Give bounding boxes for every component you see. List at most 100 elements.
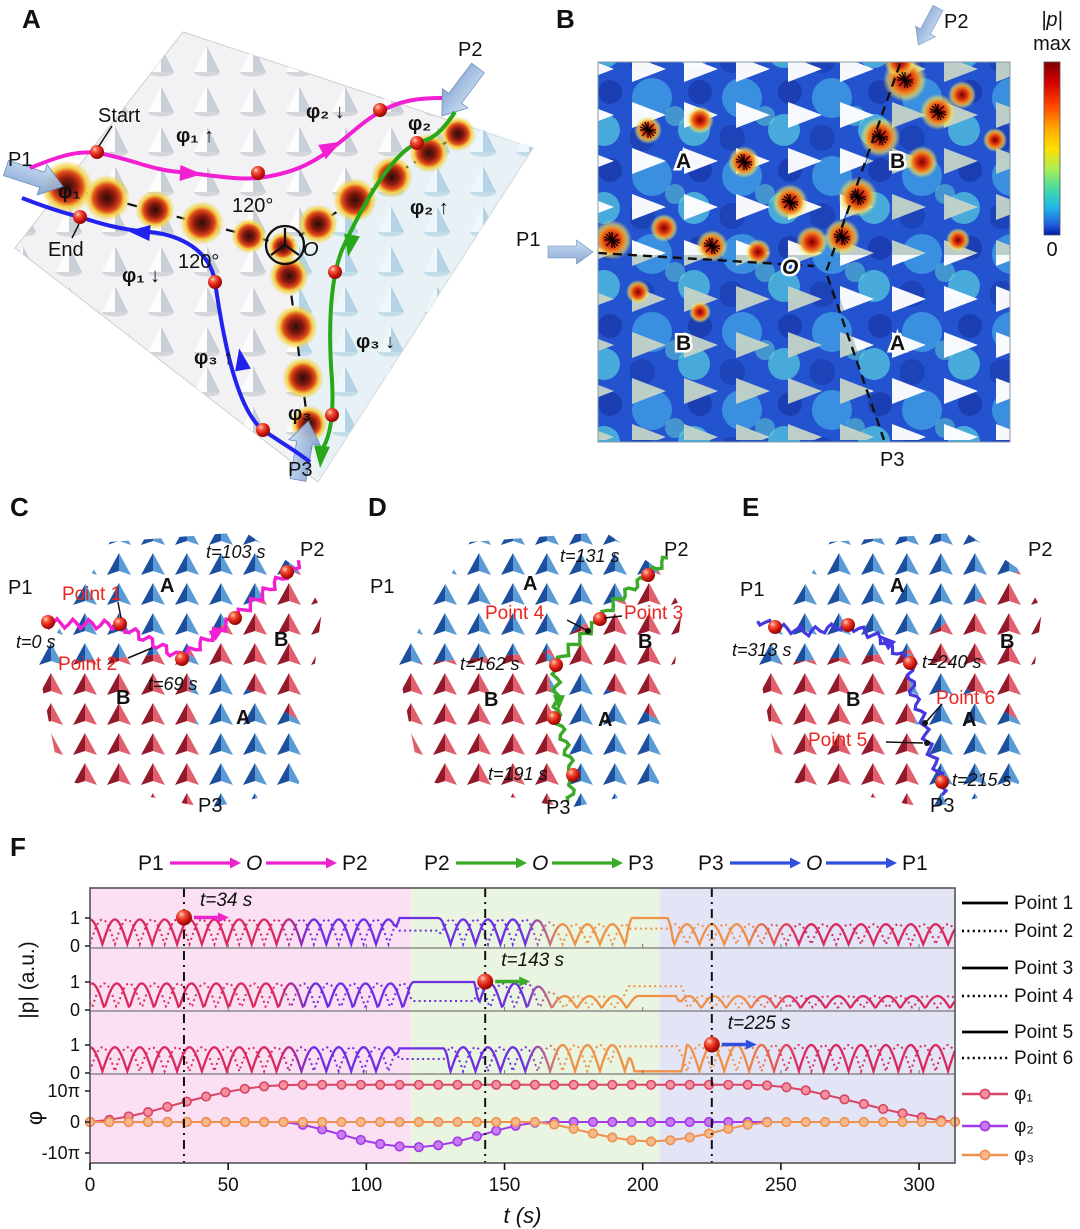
phase-marker-φ₃ [800, 1116, 811, 1128]
phase-marker-φ₃ [278, 1116, 289, 1128]
header-to-label: P2 [342, 852, 368, 875]
panel-e-labels: P1 P2 P3 A B B A Point 6 Point 5 t=313 s… [732, 539, 1052, 817]
cone-lattice [398, 532, 682, 808]
header-origin-label: O [532, 852, 548, 875]
phase-marker-φ₁ [452, 1079, 463, 1090]
d-point4-label: Point 4 [485, 603, 545, 624]
e-region-a-top: A [890, 575, 904, 597]
map-p2-label: P2 [944, 11, 968, 33]
start-leader-line [98, 125, 113, 147]
phase-marker-φ₃ [510, 1116, 521, 1128]
panel-e-letter: E [742, 492, 759, 522]
domain-b-bottom [598, 255, 886, 440]
d-region-b-right: B [638, 631, 652, 653]
map-border [597, 61, 1011, 443]
map-region-b-bottom: B [676, 332, 691, 355]
phase-marker-φ₁ [239, 1083, 250, 1094]
colorbar-title: |p| [1041, 9, 1063, 31]
phase-marker-φ₃ [645, 1136, 657, 1147]
panel-c-snapshot: C P1 P2 P3 A B B A Point 1 Point 2 t=0 s… [8, 492, 324, 817]
phase-marker-φ₁ [723, 1079, 734, 1090]
phase-marker-φ₁ [858, 1098, 869, 1110]
phase-marker-φ₃ [297, 1116, 308, 1128]
panel-c-labels: P1 P2 P3 A B B A Point 1 Point 2 t=0 s t… [8, 539, 324, 817]
y-tick-label: 0 [70, 936, 80, 956]
origin-label: O [303, 239, 319, 261]
phase-marker-φ₃ [142, 1116, 154, 1128]
phase-marker-φ₃ [336, 1116, 347, 1128]
map-p3-label: P3 [880, 449, 904, 471]
phase-marker-φ₁ [781, 1082, 792, 1093]
y-tick-label: 0 [70, 1063, 80, 1083]
annotation-arrowhead [217, 912, 229, 923]
point-2-curve [89, 918, 956, 948]
phase-marker-φ₁ [742, 1079, 753, 1090]
phase-marker-φ₃ [239, 1116, 250, 1128]
phase-marker-φ₃ [549, 1119, 560, 1130]
p-axis-label: |p| (a.u.) [16, 941, 39, 1018]
c-time-mid: t=69 s [148, 674, 198, 694]
phase-line-φ₃ [90, 1121, 955, 1143]
phase-marker-φ₁ [142, 1106, 154, 1118]
map-region-a-top: A [676, 150, 691, 173]
phase-marker-φ₁ [549, 1079, 560, 1090]
e-region-b-left: B [846, 689, 860, 711]
phase-marker-φ₃ [820, 1116, 831, 1128]
header-to-label: P1 [902, 852, 928, 875]
annotation-arrowhead [745, 1039, 757, 1050]
legend-label: φ₂ [1014, 1116, 1034, 1137]
header-origin-label: O [246, 852, 262, 875]
phi3-down-label: φ₃ ↓ [356, 331, 395, 353]
panel-b-labels: A B B A O P1 P2 P3 [516, 11, 968, 471]
phase-marker-φ₁ [433, 1079, 444, 1090]
domain-a-bottom [826, 255, 1010, 440]
phase-marker-φ₃ [123, 1116, 134, 1128]
phase-marker-φ₂ [491, 1125, 502, 1136]
phase-marker-φ₃ [607, 1132, 618, 1143]
sequence-header: P1 O P2 P2 O P3 P3 O P1 [138, 852, 928, 875]
c-p3: P3 [198, 795, 222, 817]
sequence-arrowhead [516, 857, 527, 869]
phi2-down-label: φ₂ ↓ [306, 101, 345, 123]
phase-marker-φ₃ [433, 1116, 444, 1128]
phase-marker-φ₁ [587, 1079, 599, 1090]
legend-marker [979, 1149, 991, 1161]
d-region-a-bottom: A [598, 709, 612, 731]
legend-label: Point 4 [1014, 986, 1074, 1007]
phase-marker-φ₃ [684, 1132, 695, 1143]
phase-marker-φ₁ [684, 1079, 695, 1090]
phase-marker-φ₂ [413, 1142, 424, 1153]
panel-f-plot: F P1 O P2 P2 O P3 P3 O P1 t=34 s t=143 s t=225 s 0 5… [10, 832, 1074, 1228]
phase-marker-φ₃ [723, 1123, 734, 1134]
e-region-b-right: B [1000, 631, 1014, 653]
phi1-up-label: φ₁ ↑ [176, 125, 214, 147]
phase-marker-φ₃ [665, 1135, 676, 1146]
panel-d-labels: P1 P2 P3 A B B A Point 4 Point 3 t=131 s… [370, 539, 688, 819]
phase-marker-φ₁ [665, 1079, 676, 1090]
time-series-plot: t=34 st=143 st=225 s0 50 100 150 200 250 300t … [16, 887, 961, 1228]
phase-marker-φ₁ [800, 1085, 811, 1096]
phase-marker-φ₂ [433, 1140, 444, 1151]
d-region-b-left: B [484, 689, 498, 711]
phase-marker-φ₂ [665, 1116, 676, 1128]
phase-marker-φ₃ [761, 1117, 773, 1128]
colorbar-max: max [1033, 33, 1071, 55]
cone-lattice [38, 532, 322, 808]
legend-marker [979, 1088, 991, 1100]
d-region-a-top: A [523, 573, 537, 595]
panel-a-illustration: A [0, 4, 534, 484]
map-domain-walls [598, 63, 902, 441]
e-point6-label: Point 6 [936, 688, 995, 709]
phase-marker-φ₁ [471, 1079, 483, 1090]
map-region-a-bottom: A [890, 332, 905, 355]
phase-marker-φ₁ [491, 1079, 502, 1090]
e-point5-label: Point 5 [808, 730, 867, 751]
angle-left-label: 120° [178, 251, 219, 273]
phase-axis-label: φ [22, 1111, 47, 1125]
panel-b-letter: B [556, 4, 575, 34]
c-time-start: t=0 s [16, 632, 56, 652]
phase-marker-φ₃ [355, 1116, 366, 1128]
phase-marker-φ₁ [413, 1079, 424, 1090]
annotation-sphere [175, 909, 192, 926]
header-origin-label: O [806, 852, 822, 875]
